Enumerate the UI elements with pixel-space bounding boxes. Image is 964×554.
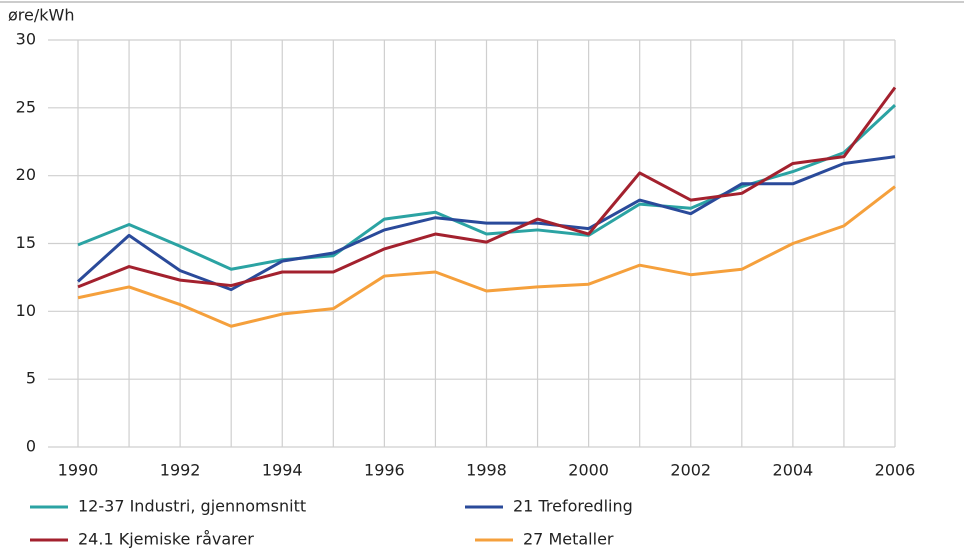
y-tick-label: 0 [26,437,36,456]
legend-label: 21 Treforedling [513,497,633,516]
x-tick-label: 2004 [773,461,814,480]
y-tick-label: 10 [16,301,36,320]
y-tick-label: 20 [16,165,36,184]
x-tick-label: 2000 [568,461,609,480]
x-tick-label: 1990 [58,461,99,480]
series-line [77,104,897,271]
y-tick-label: 5 [26,369,36,388]
legend-label: 27 Metaller [523,530,614,549]
y-tick-label: 25 [16,97,36,116]
x-tick-label: 1998 [466,461,507,480]
y-tick-label: 30 [16,30,36,49]
x-tick-label: 1994 [262,461,303,480]
x-tick-label: 1992 [160,461,201,480]
x-tick-label: 2002 [670,461,711,480]
legend-label: 12-37 Industri, gjennomsnitt [78,497,306,516]
series-line [77,185,896,328]
y-axis-unit: øre/kWh [8,6,74,25]
legend-label: 24.1 Kjemiske råvarer [78,530,254,549]
y-tick-label: 15 [16,233,36,252]
series-line [77,86,897,289]
x-tick-label: 2006 [875,461,916,480]
x-tick-label: 1996 [364,461,405,480]
